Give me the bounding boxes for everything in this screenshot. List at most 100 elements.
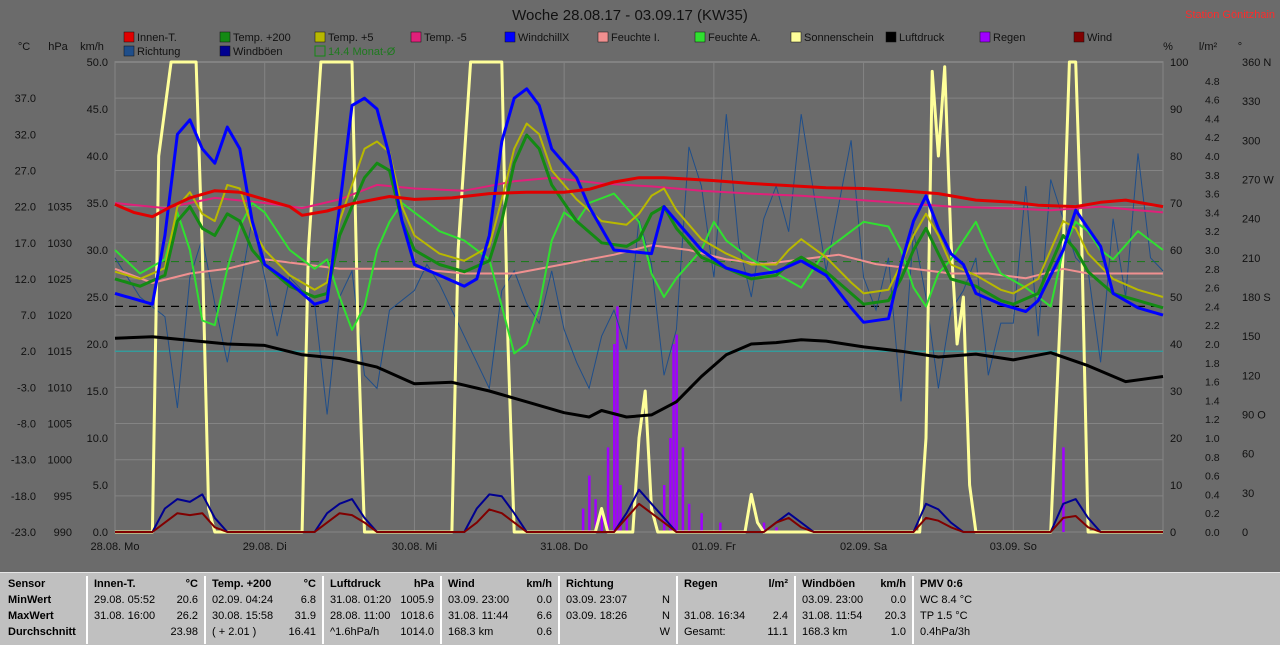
- tick-pressure: 1015: [48, 346, 72, 358]
- tick-rain: 1.2: [1205, 414, 1220, 426]
- legend-swatch: [314, 31, 326, 43]
- series-temp-5: [114, 176, 1164, 214]
- richtung-max-value: N: [662, 610, 670, 622]
- tick-rain: 3.0: [1205, 245, 1220, 257]
- stats-col-richtung: Richtung 03.09. 23:07 N 03.09. 18:26 N W: [560, 576, 678, 644]
- boeen-max-value: 20.3: [884, 610, 906, 622]
- tick-temp: -23.0: [11, 527, 36, 539]
- tick-rain: 4.6: [1205, 95, 1220, 107]
- legend-swatch: [219, 31, 231, 43]
- tick-rain: 4.4: [1205, 113, 1220, 125]
- tick-rain: 3.8: [1205, 170, 1220, 182]
- rain-bar: [606, 447, 610, 532]
- temp200-max-value: 31.9: [294, 610, 316, 622]
- tick-direction: 30: [1242, 488, 1254, 500]
- wind-avg-value: 0.6: [536, 626, 552, 638]
- axis-unit-rain: l/m²: [1199, 41, 1218, 53]
- series-windb-en: [115, 488, 1163, 533]
- stats-unit-innen: °C: [185, 578, 198, 590]
- luftdruck-max-time: 28.08. 11:00: [330, 610, 391, 622]
- series-feuchte-i: [114, 244, 1163, 284]
- stats-header-temp200: Temp. +200: [212, 578, 272, 590]
- tick-wind: 25.0: [87, 292, 108, 304]
- chart-title: Woche 28.08.17 - 03.09.17 (KW35): [512, 7, 748, 24]
- wind-min-value: 0.0: [536, 594, 552, 606]
- legend-swatch: [597, 31, 609, 43]
- legend-item-luftdruck: Luftdruck: [885, 31, 945, 44]
- luftdruck-min-time: 31.08. 01:20: [330, 594, 392, 606]
- stats-header-luftdruck: Luftdruck: [330, 578, 381, 590]
- legend-swatch: [410, 31, 422, 43]
- regen-max-value: 2.4: [772, 610, 788, 622]
- temp200-avg-note: ( + 2.01 ): [212, 626, 257, 638]
- tick-day: 02.09. Sa: [840, 541, 888, 553]
- legend-label: 14.4 Monat-Ø: [328, 46, 396, 58]
- tick-humidity: 90: [1170, 104, 1182, 116]
- tick-day: 03.09. So: [990, 541, 1037, 553]
- stats-header-sensor: Sensor: [8, 578, 46, 590]
- legend-label: Innen-T.: [137, 32, 177, 44]
- stats-col-pmv: PMV 0:6 WC 8.4 °C TP 1.5 °C 0.4hPa/3h: [914, 576, 1280, 644]
- legend-item-innen-t: Innen-T.: [123, 31, 177, 44]
- tick-wind: 10.0: [87, 433, 108, 445]
- legend-label: Feuchte I.: [611, 32, 660, 44]
- legend-item-14-4-monat: 14.4 Monat-Ø: [314, 45, 396, 58]
- series-wind: [115, 502, 1163, 533]
- legend-item-sonnenschein: Sonnenschein: [790, 31, 874, 44]
- tick-pressure: 1010: [48, 382, 72, 394]
- tick-rain: 3.6: [1205, 189, 1220, 201]
- tick-rain: 0.2: [1205, 508, 1220, 520]
- legend-item-temp-200: Temp. +200: [219, 31, 291, 44]
- legend-item-feuchte-i: Feuchte I.: [597, 31, 660, 44]
- tick-humidity: 50: [1170, 292, 1182, 304]
- legend: Innen-T. Temp. +200 Temp. +5 Temp. -5 Windch…: [123, 31, 1112, 58]
- tick-pressure: 1030: [48, 238, 72, 250]
- temp200-avg-value: 16.41: [288, 626, 316, 638]
- tick-rain: 3.2: [1205, 226, 1220, 238]
- temp200-min-time: 02.09. 04:24: [212, 594, 274, 606]
- tick-rain: 0.4: [1205, 489, 1220, 501]
- legend-item-wind: Wind: [1073, 31, 1112, 44]
- axis-unit-pressure: hPa: [48, 41, 68, 53]
- luftdruck-avg-value: 1014.0: [400, 626, 434, 638]
- innen-min-time: 29.08. 05:52: [94, 594, 156, 606]
- tick-rain: 1.4: [1205, 395, 1220, 407]
- legend-label: Temp. -5: [424, 32, 467, 44]
- tick-direction: 180 S: [1242, 292, 1271, 304]
- series-innen-t: [114, 176, 1164, 219]
- rain-bar: [594, 499, 597, 532]
- legend-swatch: [979, 31, 991, 43]
- tick-rain: 1.8: [1205, 358, 1220, 370]
- stats-unit-regen: l/m²: [768, 578, 788, 590]
- tick-humidity: 10: [1170, 480, 1182, 492]
- tick-humidity: 100: [1170, 57, 1188, 69]
- tick-temp: 27.0: [15, 165, 36, 177]
- legend-item-windchillx: WindchillX: [504, 31, 570, 44]
- axis-unit-humidity: %: [1163, 41, 1173, 53]
- legend-label: WindchillX: [518, 32, 570, 44]
- tick-direction: 270 W: [1242, 175, 1274, 187]
- axis-unit-temp: °C: [18, 41, 30, 53]
- legend-swatch: [314, 45, 326, 57]
- weather-chart-svg: Woche 28.08.17 - 03.09.17 (KW35) Station…: [10, 7, 1275, 553]
- tick-day: 31.08. Do: [540, 541, 588, 553]
- tick-wind: 50.0: [87, 57, 108, 69]
- tick-direction: 210: [1242, 253, 1260, 265]
- wind-max-time: 31.08. 11:44: [448, 610, 509, 622]
- tick-temp: 32.0: [15, 129, 36, 141]
- boeen-min-time: 03.09. 23:00: [802, 594, 864, 606]
- legend-swatch: [219, 45, 231, 57]
- legend-swatch: [504, 31, 516, 43]
- tick-humidity: 70: [1170, 198, 1182, 210]
- wind-max-value: 6.6: [536, 610, 552, 622]
- stats-unit-luftdruck: hPa: [413, 578, 434, 590]
- rain-bar: [672, 344, 675, 532]
- tick-temp: 22.0: [15, 202, 36, 214]
- tick-rain: 2.8: [1205, 264, 1220, 276]
- tick-rain: 2.4: [1205, 301, 1220, 313]
- tick-direction: 90 O: [1242, 410, 1266, 422]
- stats-unit-wind: km/h: [526, 578, 552, 590]
- tick-pressure: 990: [54, 527, 72, 539]
- weather-chart: Woche 28.08.17 - 03.09.17 (KW35) Station…: [10, 7, 1275, 553]
- tick-pressure: 1000: [48, 455, 72, 467]
